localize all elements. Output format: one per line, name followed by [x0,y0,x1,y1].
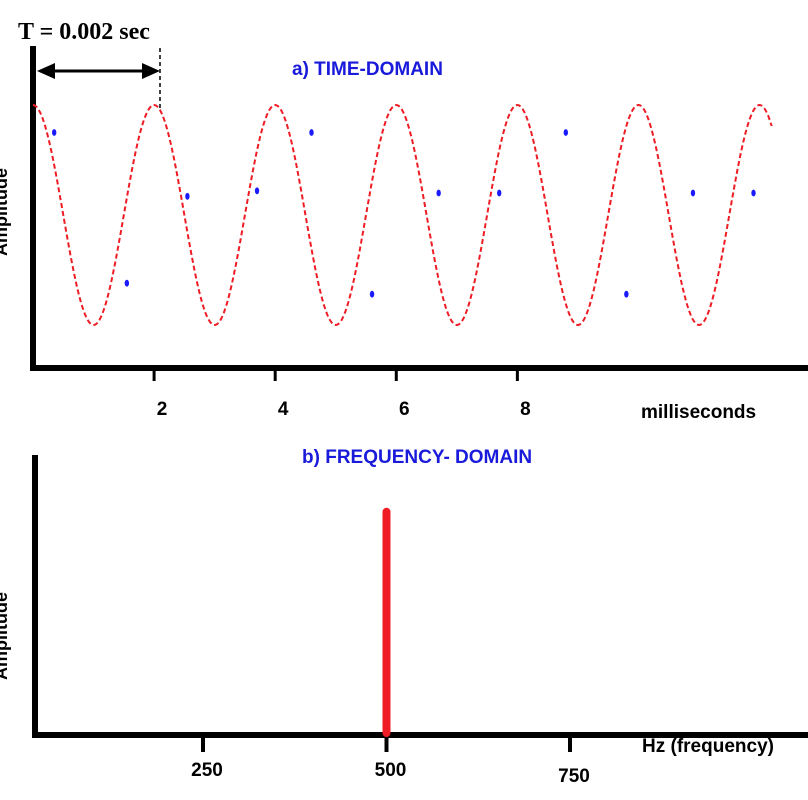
x-tick-label: 4 [278,399,289,420]
time-domain-ylabel: Amplitude [0,168,11,256]
sample-point [497,189,502,197]
time-domain-xlabel: milliseconds [641,402,756,423]
frequency-domain-xlabel: Hz (frequency) [642,736,774,757]
sample-point [51,129,57,136]
frequency-domain-chart: b) FREQUENCY- DOMAIN Amplitude 250 500 750… [0,447,808,787]
x-tick-label: 8 [520,399,531,420]
sample-point [624,290,629,298]
sample-point [563,129,569,136]
sample-point [185,192,190,200]
sample-point [124,279,130,287]
period-label: T = 0.002 sec [18,19,150,45]
x-tick-label: 250 [191,760,223,781]
frequency-domain-ylabel: Amplitude [0,592,11,680]
frequency-domain-title: b) FREQUENCY- DOMAIN [302,447,532,468]
time-domain-chart: a) TIME-DOMAIN Amplitude 2 4 6 8 millisecon… [0,46,808,423]
time-domain-title: a) TIME-DOMAIN [292,59,443,80]
sample-point [309,129,314,136]
x-tick-label: 2 [157,399,168,420]
sample-point [254,187,260,195]
x-tick-label: 6 [399,399,410,420]
x-tick-label: 750 [558,766,590,787]
sample-point [751,189,756,197]
period-arrow [37,48,161,108]
sample-point [690,189,696,197]
time-domain-wave [32,103,773,327]
sample-point [436,189,441,197]
sample-point [369,290,375,298]
x-tick-label: 500 [375,760,407,781]
